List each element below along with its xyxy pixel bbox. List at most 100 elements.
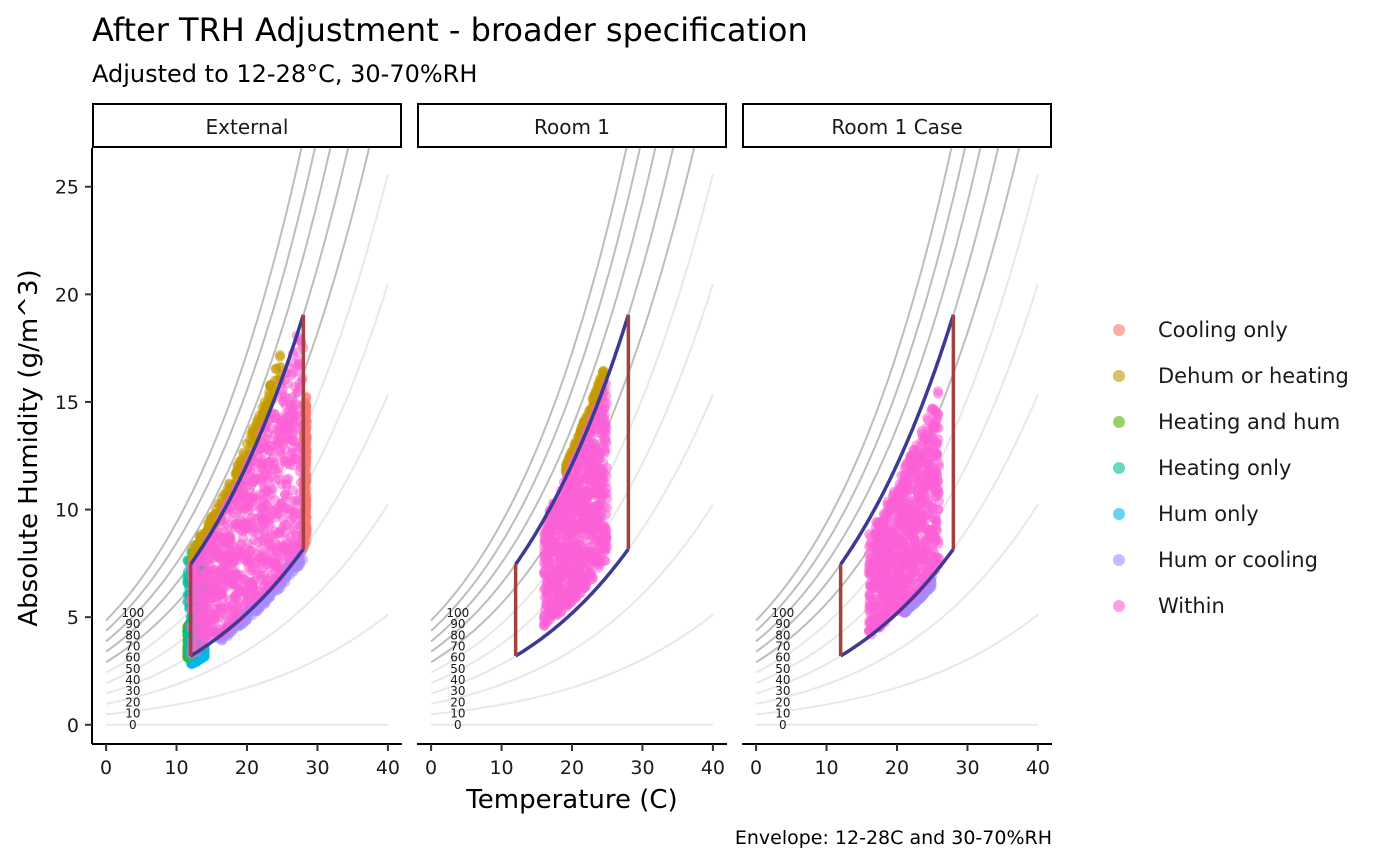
y-tick-label: 15 bbox=[55, 392, 79, 414]
data-point bbox=[558, 598, 569, 609]
data-point bbox=[264, 387, 275, 398]
rh-label: 50 bbox=[775, 662, 790, 676]
y-tick-label: 5 bbox=[67, 607, 79, 629]
rh-label: 80 bbox=[450, 628, 465, 642]
data-point bbox=[568, 574, 579, 585]
data-point bbox=[547, 586, 558, 597]
data-point bbox=[216, 585, 227, 596]
data-point bbox=[884, 555, 895, 566]
rh-curve bbox=[755, 503, 1039, 705]
data-point bbox=[921, 559, 932, 570]
rh-curve bbox=[105, 148, 303, 622]
data-point bbox=[868, 612, 879, 623]
y-tick-label: 20 bbox=[55, 284, 79, 306]
data-point bbox=[923, 415, 934, 426]
data-point bbox=[193, 630, 204, 641]
data-point bbox=[585, 560, 595, 571]
rh-label: 10 bbox=[450, 707, 465, 721]
rh-label: 70 bbox=[450, 640, 465, 654]
data-point bbox=[274, 351, 285, 362]
rh-curve bbox=[756, 613, 1039, 716]
data-point bbox=[225, 548, 236, 559]
data-point bbox=[598, 412, 609, 423]
data-point bbox=[220, 532, 231, 543]
data-point bbox=[884, 504, 895, 515]
rh-curve bbox=[755, 148, 982, 643]
x-tick-label: 40 bbox=[1026, 757, 1050, 779]
legend-label: Dehum or heating bbox=[1158, 364, 1349, 388]
rh-label: 10 bbox=[775, 707, 790, 721]
data-point bbox=[538, 566, 549, 577]
legend-label: Cooling only bbox=[1158, 318, 1288, 342]
data-point bbox=[592, 500, 603, 511]
data-point bbox=[903, 554, 914, 565]
facet-label: Room 1 Case bbox=[831, 115, 962, 139]
data-point bbox=[929, 533, 940, 544]
data-point bbox=[190, 616, 201, 626]
rh-curve bbox=[755, 148, 966, 632]
data-point bbox=[284, 504, 295, 515]
data-point bbox=[275, 444, 285, 455]
data-point bbox=[556, 557, 567, 568]
data-point bbox=[570, 521, 580, 532]
data-point bbox=[282, 491, 293, 501]
data-point bbox=[260, 484, 270, 495]
data-point bbox=[277, 389, 288, 400]
data-point bbox=[601, 531, 612, 542]
data-point bbox=[541, 600, 552, 610]
rh-label: 30 bbox=[125, 684, 140, 698]
data-point bbox=[548, 609, 559, 619]
legend-label: Heating only bbox=[1158, 456, 1291, 480]
x-tick-label: 0 bbox=[100, 757, 112, 779]
data-point bbox=[883, 583, 894, 594]
data-point bbox=[914, 478, 925, 489]
legend-key bbox=[1113, 554, 1125, 566]
data-point bbox=[595, 523, 606, 534]
data-point bbox=[589, 439, 600, 450]
data-point bbox=[887, 575, 898, 585]
data-point bbox=[270, 566, 281, 577]
data-point bbox=[875, 567, 886, 578]
data-point bbox=[205, 547, 216, 558]
rh-curve bbox=[106, 613, 389, 716]
data-point bbox=[592, 463, 603, 474]
legend-key bbox=[1113, 416, 1125, 428]
data-point bbox=[927, 545, 938, 556]
facet-label: Room 1 bbox=[534, 115, 610, 139]
legend-key bbox=[1113, 462, 1125, 474]
data-point bbox=[237, 516, 248, 526]
data-point bbox=[917, 431, 928, 442]
rh-label: 40 bbox=[775, 673, 790, 687]
data-point bbox=[903, 506, 913, 517]
data-point bbox=[871, 548, 882, 559]
data-point bbox=[276, 540, 287, 551]
facet-strip bbox=[742, 103, 1052, 148]
data-point bbox=[559, 502, 570, 513]
data-point bbox=[262, 559, 273, 570]
x-tick-label: 30 bbox=[630, 757, 654, 779]
data-point bbox=[259, 497, 270, 508]
envelope-lower-edge bbox=[189, 548, 305, 658]
data-point bbox=[290, 399, 301, 410]
data-point bbox=[270, 363, 281, 374]
data-point bbox=[583, 470, 594, 481]
x-tick-label: 20 bbox=[560, 757, 584, 779]
data-point bbox=[290, 453, 301, 464]
rh-label: 30 bbox=[450, 684, 465, 698]
data-point bbox=[556, 587, 567, 598]
rh-label: 70 bbox=[125, 640, 140, 654]
data-point bbox=[241, 588, 252, 599]
data-point bbox=[588, 487, 599, 498]
x-tick-label: 40 bbox=[376, 757, 400, 779]
data-point bbox=[874, 528, 885, 539]
data-point bbox=[869, 578, 880, 589]
rh-curve bbox=[430, 148, 657, 643]
data-point bbox=[255, 522, 266, 533]
data-point bbox=[882, 525, 893, 536]
data-point bbox=[883, 591, 894, 602]
data-point bbox=[243, 504, 254, 515]
data-point bbox=[197, 596, 208, 607]
data-point bbox=[933, 388, 944, 399]
